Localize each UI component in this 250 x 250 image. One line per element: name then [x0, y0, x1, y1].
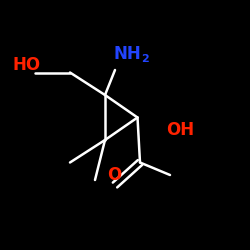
Text: O: O: [108, 166, 122, 184]
Text: OH: OH: [166, 121, 194, 139]
Text: HO: HO: [12, 56, 40, 74]
Text: 2: 2: [141, 54, 149, 64]
Text: NH: NH: [114, 45, 141, 63]
